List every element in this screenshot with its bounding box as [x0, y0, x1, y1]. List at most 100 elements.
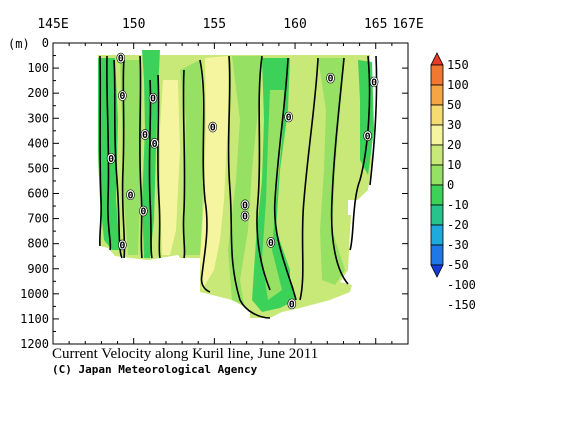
- contour-label: 0: [152, 139, 158, 150]
- contour-13: [299, 57, 319, 301]
- contour-label: 0: [127, 190, 133, 201]
- contour-8: [182, 69, 186, 259]
- contour-label-bg: [106, 153, 116, 164]
- colorbar-segment: [430, 144, 444, 166]
- contour-label: 0: [371, 77, 377, 88]
- contour-label: 0: [328, 74, 334, 85]
- field-west-negative-2: [120, 60, 142, 255]
- x-tick-label: 160: [283, 17, 306, 32]
- field-band-3b: [262, 90, 284, 300]
- contour-label-bg: [140, 129, 150, 140]
- colorbar-label: 150: [447, 58, 469, 72]
- colorbar-segment: [430, 104, 444, 126]
- contour-label: 0: [119, 240, 125, 251]
- colorbar-top-arrow: [430, 52, 444, 66]
- colorbar-segment: [430, 124, 444, 146]
- field-west-positive: [160, 80, 180, 255]
- x-tick-label: 150: [122, 17, 145, 32]
- contour-10: [227, 55, 271, 319]
- contour-label-bg: [116, 52, 126, 64]
- colorbar-segment: [430, 64, 444, 86]
- y-tick-label: 1200: [20, 337, 49, 351]
- field-gap-2: [352, 215, 382, 295]
- contour-label-bg: [148, 92, 158, 104]
- colorbar-label: -10: [447, 198, 469, 212]
- contour-15: [349, 55, 371, 251]
- contour-label-bg: [126, 189, 135, 201]
- colorbar-label: -50: [447, 258, 469, 272]
- contour-14: [330, 57, 349, 285]
- y-tick-label: 300: [27, 111, 49, 125]
- y-tick-label: 800: [27, 237, 49, 251]
- contour-label-bg: [150, 138, 159, 149]
- y-tick-label: 0: [42, 36, 49, 50]
- contour-9: [199, 59, 211, 293]
- colorbar-label: -150: [447, 298, 476, 312]
- contour-label-bg: [287, 298, 297, 310]
- contour-label: 0: [210, 123, 216, 134]
- y-tick-label: 600: [27, 187, 49, 201]
- colorbar-label: -30: [447, 238, 469, 252]
- colorbar-segment: [430, 224, 444, 246]
- contour-label-bg: [363, 130, 372, 142]
- x-axis: 145E 150 155 160 165 167E: [37, 17, 424, 344]
- colorbar-label: 20: [447, 138, 461, 152]
- contour-label: 0: [118, 54, 124, 65]
- contour-label-bg: [118, 90, 127, 101]
- contour-label: 0: [150, 94, 156, 105]
- colorbar-segment: [430, 84, 444, 106]
- y-tick-label: 100: [27, 61, 49, 75]
- colorbar-bottom-arrow: [430, 264, 444, 278]
- colorbar-label: -100: [447, 278, 476, 292]
- contour-label-bg: [326, 72, 335, 84]
- x-tick-label: 167E: [392, 17, 423, 32]
- field-west-mixed: [180, 60, 204, 255]
- contour-1: [98, 55, 103, 247]
- colorbar-segment: [430, 204, 444, 226]
- colorbar-label: 0: [447, 178, 454, 192]
- contour-label-bg: [240, 210, 250, 222]
- contour-label: 0: [142, 130, 148, 141]
- contour-label: 0: [140, 207, 146, 218]
- contour-5: [139, 55, 143, 259]
- contour-label: 0: [289, 299, 295, 310]
- chart-title: Current Velocity along Kuril line, June …: [52, 346, 319, 362]
- colorbar-segment: [430, 184, 444, 206]
- colorbar-label: 10: [447, 158, 461, 172]
- x-tick-label: 155: [203, 17, 226, 32]
- y-tick-label: 200: [27, 86, 49, 100]
- contour-label-bg: [240, 199, 250, 211]
- contour-2: [106, 55, 112, 251]
- x-tick-label: 145E: [37, 17, 68, 32]
- zero-contours: [98, 55, 378, 319]
- colorbar-segment: [430, 244, 444, 266]
- contour-label: 0: [286, 112, 292, 123]
- field-band-4: [290, 60, 318, 300]
- contour-12: [273, 57, 297, 301]
- contour-label-bg: [139, 205, 148, 217]
- contour-label-bg: [118, 239, 127, 251]
- contour-label: 0: [365, 131, 371, 142]
- x-tick-label: 165: [364, 17, 387, 32]
- copyright-text: (C) Japan Meteorological Agency: [52, 363, 258, 376]
- contour-label: 0: [242, 200, 248, 211]
- colorbar-segment: [430, 164, 444, 186]
- contour-label-bg: [369, 76, 379, 88]
- colorbar-label: 30: [447, 118, 461, 132]
- contour-label: 0: [108, 154, 114, 165]
- y-tick-label: 900: [27, 262, 49, 276]
- colorbar-label: -20: [447, 218, 469, 232]
- contour-label: 0: [268, 238, 274, 249]
- y-axis: 0 100 200 300 400 500 600 700 800 900 1000 1100 1200: [20, 36, 408, 351]
- y-axis-label: (m): [8, 37, 30, 51]
- contour-7: [157, 74, 161, 259]
- contour-11: [256, 55, 271, 291]
- y-tick-label: 1000: [20, 287, 49, 301]
- y-tick-label: 400: [27, 136, 49, 150]
- y-tick-label: 1100: [20, 312, 49, 326]
- y-tick-label: 500: [27, 161, 49, 175]
- contour-label-bg: [266, 237, 276, 248]
